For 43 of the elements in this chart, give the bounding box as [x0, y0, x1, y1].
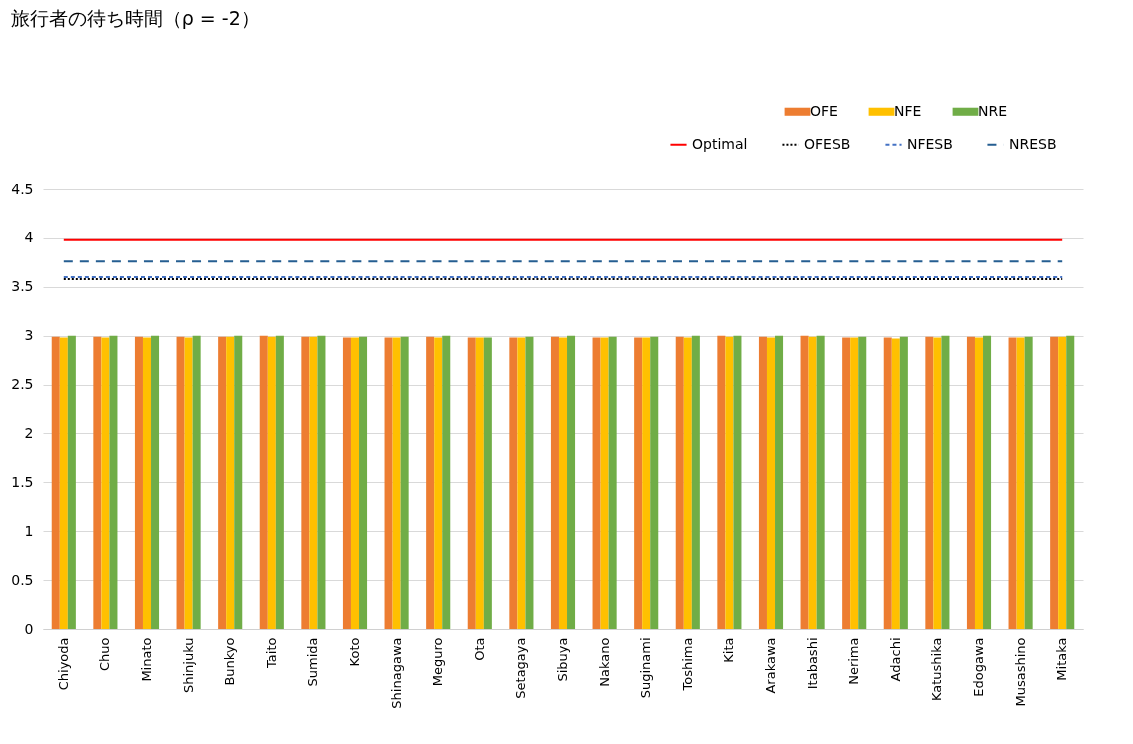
- x-tick-label: Bunkyo: [222, 637, 238, 686]
- y-tick-label: 2: [24, 424, 34, 441]
- x-tick-label: Sumida: [305, 637, 321, 687]
- x-tick-label: Chuo: [97, 637, 113, 672]
- x-tick-label: Toshima: [679, 637, 695, 692]
- legend-label: NRESB: [1009, 135, 1057, 152]
- legend-label: OFESB: [804, 135, 851, 152]
- x-tick-label: Koto: [347, 637, 362, 667]
- x-tick-label: Mitaka: [1054, 637, 1070, 681]
- x-tick-label: Taito: [263, 637, 279, 669]
- y-tick-label: 4: [24, 229, 34, 246]
- x-tick-label: Arakawa: [763, 637, 778, 694]
- x-tick-label: Itabashi: [804, 637, 820, 690]
- legend-label: Optimal: [692, 135, 748, 152]
- legend-label: OFE: [810, 102, 838, 119]
- legend-label: NFESB: [907, 135, 953, 152]
- y-tick-label: 1.5: [11, 473, 34, 490]
- x-tick-label: Minato: [139, 637, 154, 682]
- y-tick-label: 1: [24, 522, 34, 539]
- y-tick-label: 2.5: [11, 376, 34, 393]
- x-tick-label: Nerima: [846, 637, 862, 685]
- y-tick-label: 4.5: [11, 180, 34, 197]
- x-tick-label: Edogawa: [971, 637, 986, 697]
- x-tick-label: Setagaya: [513, 637, 529, 699]
- y-tick-label: 0.5: [11, 571, 34, 588]
- x-tick-label: Ota: [471, 637, 487, 661]
- x-tick-label: Nakano: [596, 637, 612, 687]
- x-tick-label: Sibuya: [555, 637, 570, 682]
- x-tick-label: Suginami: [638, 637, 654, 699]
- x-tick-label: Musashino: [1012, 637, 1028, 707]
- y-tick-label: 3: [24, 327, 34, 344]
- x-tick-label: Shinjuku: [180, 637, 196, 694]
- x-tick-label: Adachi: [887, 637, 903, 682]
- legend-label: NFE: [894, 102, 922, 119]
- x-tick-label: Meguro: [430, 637, 446, 687]
- x-tick-label: Katushika: [929, 637, 945, 701]
- x-tick-label: Chiyoda: [55, 637, 71, 691]
- x-tick-label: Kita: [721, 637, 737, 663]
- y-tick-label: 3.5: [11, 278, 34, 295]
- y-tick-label: 0: [24, 620, 34, 637]
- chart-title: 旅行者の待ち時間（ρ = -2）: [10, 7, 260, 29]
- x-tick-label: Shinagawa: [388, 637, 404, 709]
- legend-label: NRE: [978, 102, 1008, 119]
